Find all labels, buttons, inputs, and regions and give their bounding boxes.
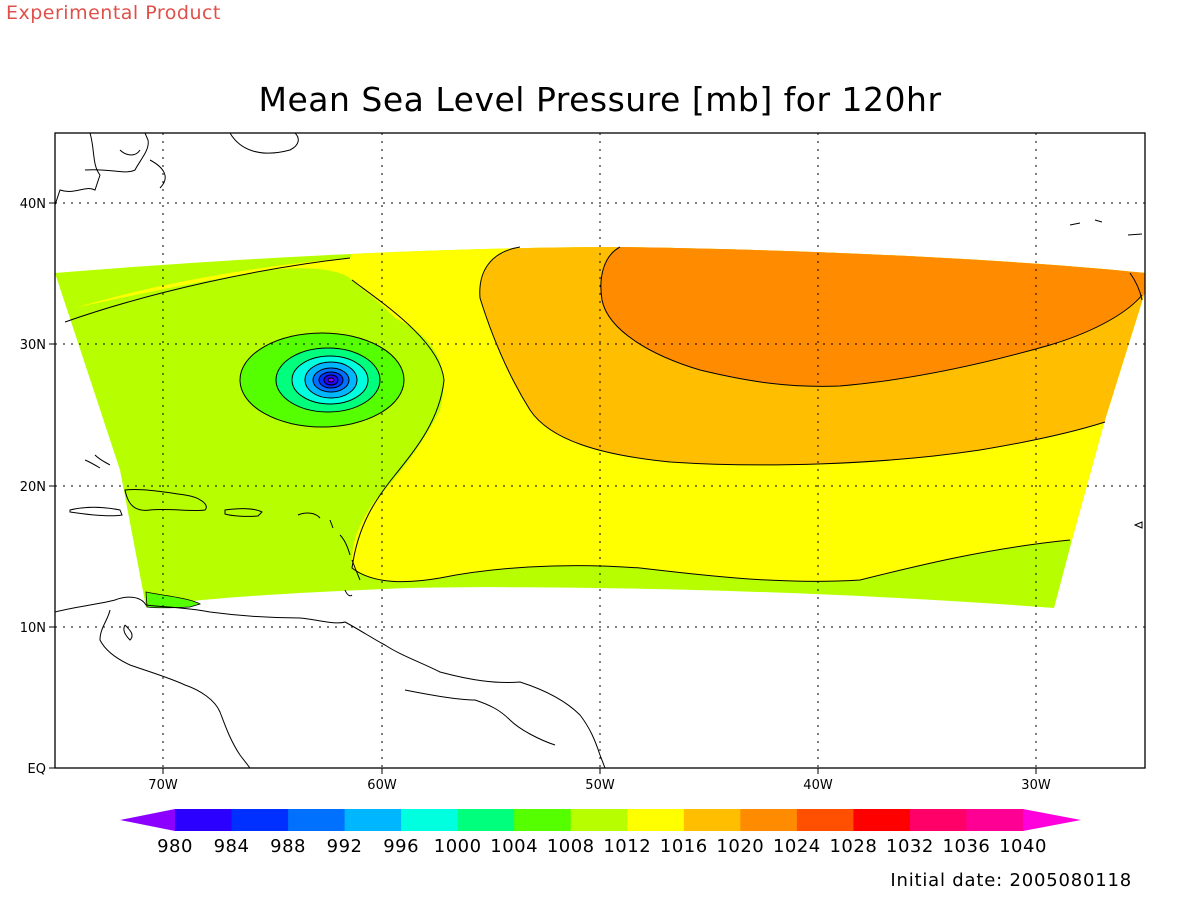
colorbar-box [796,809,854,831]
lat-label-10n: 10N [20,621,46,636]
axis-ticks [49,202,1037,774]
colorbar-level-label: 1028 [829,836,877,857]
colorbar-box [683,809,741,831]
colorbar-level-label: 1032 [886,836,934,857]
coastlines [55,133,1143,768]
colorbar-level-label: 980 [157,836,193,857]
colorbar-box [175,809,233,831]
colorbar-level-label: 1020 [716,836,764,857]
colorbar-arrow-high [1023,809,1081,831]
lon-label-50w: 50W [585,778,615,793]
latitude-labels: 40N 30N 20N 10N EQ [20,197,46,777]
colorbar: 980 984 988 992 996 1000 1004 1008 1012 1016 1020 1… [120,809,1081,857]
longitude-labels: 70W 60W 50W 40W 30W [148,778,1051,793]
lat-label-eq: EQ [28,762,46,777]
lon-label-60w: 60W [367,778,397,793]
lat-label-30n: 30N [20,338,46,353]
band-1020-1024 [601,247,1145,387]
colorbar-level-label: 1000 [434,836,482,857]
lon-label-70w: 70W [148,778,178,793]
colorbar-level-label: 984 [214,836,250,857]
colorbar-box [966,809,1024,831]
colorbar-box [853,809,911,831]
colorbar-box [627,809,685,831]
colorbar-box [231,809,289,831]
colorbar-arrow-low [120,809,175,831]
colorbar-level-label: 1004 [490,836,538,857]
lon-label-40w: 40W [803,778,833,793]
lon-label-30w: 30W [1021,778,1051,793]
initial-date-label: Initial date: 2005080118 [890,870,1132,891]
colorbar-level-label: 1024 [773,836,821,857]
colorbar-box [401,809,459,831]
colorbar-level-label: 1036 [943,836,991,857]
colorbar-box [457,809,515,831]
colorbar-level-label: 996 [383,836,419,857]
colorbar-level-label: 1040 [999,836,1047,857]
colorbar-box [909,809,967,831]
colorbar-level-label: 1012 [603,836,651,857]
colorbar-level-label: 992 [327,836,363,857]
band-1004-1008-south [145,591,201,609]
colorbar-level-label: 1016 [660,836,708,857]
storm-rings [239,332,405,428]
map-title: Mean Sea Level Pressure [mb] for 120hr [258,80,942,119]
lat-label-40n: 40N [20,197,46,212]
colorbar-level-label: 988 [270,836,306,857]
colorbar-level-label: 1008 [547,836,595,857]
colorbar-box [740,809,798,831]
lat-label-20n: 20N [20,480,46,495]
colorbar-box [288,809,346,831]
colorbar-box [570,809,628,831]
colorbar-box [344,809,402,831]
experimental-product-label: Experimental Product [6,2,221,24]
pressure-field [55,246,1145,609]
graticule [55,133,1145,768]
colorbar-box [514,809,572,831]
